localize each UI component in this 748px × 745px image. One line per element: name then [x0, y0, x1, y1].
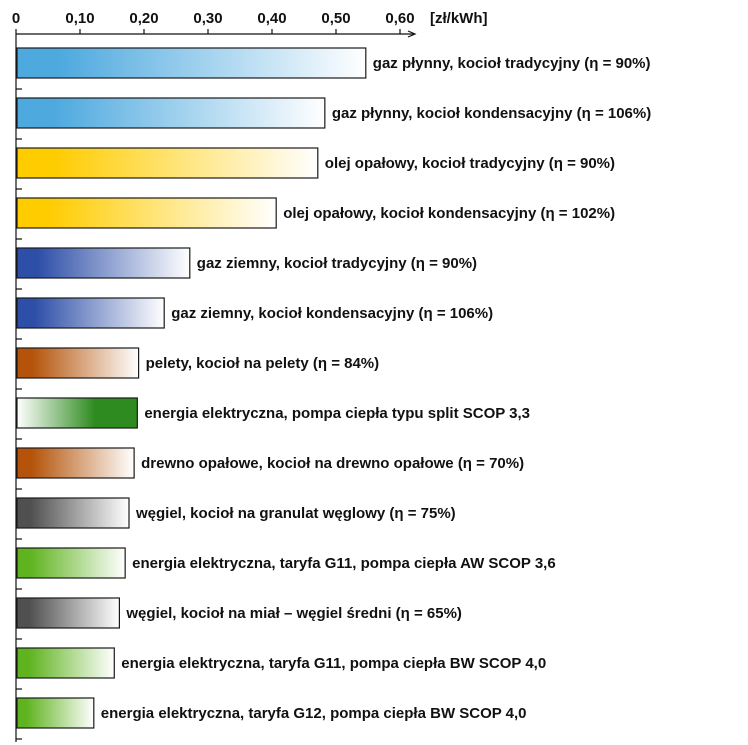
bar	[16, 597, 121, 629]
bar	[16, 47, 367, 79]
x-tick-label: 0,10	[65, 10, 94, 27]
bar-label: gaz ziemny, kocioł kondensacyjny (η = 10…	[171, 305, 493, 322]
x-tick-label: 0,50	[321, 10, 350, 27]
bar	[16, 347, 140, 379]
bar	[16, 397, 138, 429]
bar	[16, 547, 126, 579]
bar-label: węgiel, kocioł na granulat węglowy (η = …	[135, 505, 456, 522]
bar	[16, 97, 326, 129]
x-tick-label: 0,60	[385, 10, 414, 27]
bar	[16, 197, 277, 229]
bars: gaz płynny, kocioł tradycyjny (η = 90%) g…	[16, 47, 651, 740]
bar-label: energia elektryczna, taryfa G12, pompa c…	[101, 705, 527, 722]
x-tick-label: 0	[12, 10, 20, 27]
x-axis-arrow	[407, 30, 417, 38]
bar-label: gaz płynny, kocioł tradycyjny (η = 90%)	[373, 55, 651, 72]
bar	[16, 147, 319, 179]
x-axis: 0 0,10 0,20 0,30 0,40 0,50 0,60	[12, 10, 417, 742]
bar-label: olej opałowy, kocioł tradycyjny (η = 90%…	[325, 155, 615, 172]
x-tick-label: 0,20	[129, 10, 158, 27]
bar-label: olej opałowy, kocioł kondensacyjny (η = …	[283, 205, 615, 222]
axis-unit-label: [zł/kWh]	[430, 10, 488, 27]
bar	[16, 697, 95, 729]
bar	[16, 247, 191, 279]
bar-label: drewno opałowe, kocioł na drewno opałowe…	[141, 455, 524, 472]
bar-label: pelety, kocioł na pelety (η = 84%)	[146, 355, 380, 372]
x-tick-label: 0,40	[257, 10, 286, 27]
bar	[16, 497, 130, 529]
bar-label: gaz płynny, kocioł kondensacyjny (η = 10…	[332, 105, 651, 122]
bar-label: węgiel, kocioł na miał – węgiel średni (…	[125, 605, 462, 622]
bar	[16, 647, 115, 679]
bar-label: energia elektryczna, pompa ciepła typu s…	[144, 405, 530, 422]
x-tick-label: 0,30	[193, 10, 222, 27]
bar-label: gaz ziemny, kocioł tradycyjny (η = 90%)	[197, 255, 477, 272]
bar-label: energia elektryczna, taryfa G11, pompa c…	[132, 555, 556, 572]
bar-label: energia elektryczna, taryfa G11, pompa c…	[121, 655, 546, 672]
bar	[16, 447, 135, 479]
bar	[16, 297, 165, 329]
